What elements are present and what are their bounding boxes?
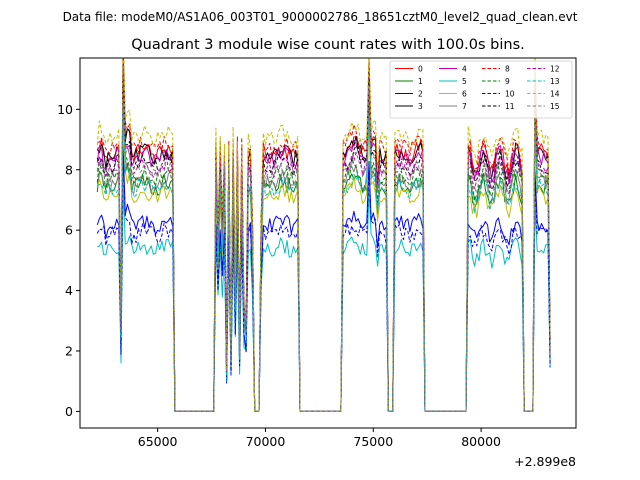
y-tick-label: 2	[65, 343, 73, 358]
legend-label-15: 15	[550, 102, 560, 111]
legend-frame	[389, 60, 573, 119]
legend-label-14: 14	[550, 89, 560, 98]
legend-label-9: 9	[505, 77, 510, 86]
x-tick-label: 75000	[353, 434, 393, 449]
legend-label-7: 7	[462, 102, 467, 111]
legend-label-12: 12	[550, 64, 560, 73]
y-tick-label: 8	[65, 162, 73, 177]
series-lines	[96, 58, 551, 412]
x-tick-label: 65000	[138, 434, 178, 449]
legend-label-2: 2	[418, 89, 423, 98]
legend-label-0: 0	[418, 64, 423, 73]
legend-label-10: 10	[505, 89, 515, 98]
x-tick-label: 70000	[246, 434, 286, 449]
y-tick-label: 4	[65, 283, 73, 298]
y-tick-label: 10	[57, 102, 73, 117]
y-axis: 0 2 4 6 8 10	[57, 102, 80, 419]
legend-label-1: 1	[418, 77, 423, 86]
y-tick-label: 0	[65, 404, 73, 419]
legend-label-11: 11	[505, 102, 515, 111]
chart-title: Quadrant 3 module wise count rates with …	[131, 37, 525, 53]
legend-label-8: 8	[505, 64, 510, 73]
legend-label-5: 5	[462, 77, 467, 86]
x-tick-label: 80000	[461, 434, 501, 449]
legend-label-6: 6	[462, 89, 467, 98]
legend-label-4: 4	[462, 64, 467, 73]
legend-label-3: 3	[418, 102, 423, 111]
x-axis: 65000 70000 75000 80000	[138, 428, 501, 449]
legend-label-13: 13	[550, 77, 560, 86]
x-offset-label: +2.899e8	[514, 454, 576, 469]
series-line-15	[96, 66, 551, 412]
series-line-14	[96, 58, 551, 412]
suptitle: Data file: modeM0/AS1A06_003T01_90000027…	[63, 10, 578, 24]
plot-frame	[79, 57, 577, 429]
y-tick-label: 6	[65, 223, 73, 238]
